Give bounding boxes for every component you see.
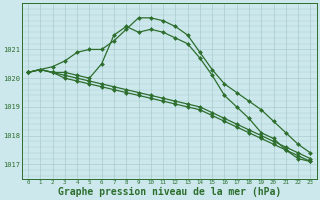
- X-axis label: Graphe pression niveau de la mer (hPa): Graphe pression niveau de la mer (hPa): [58, 186, 281, 197]
